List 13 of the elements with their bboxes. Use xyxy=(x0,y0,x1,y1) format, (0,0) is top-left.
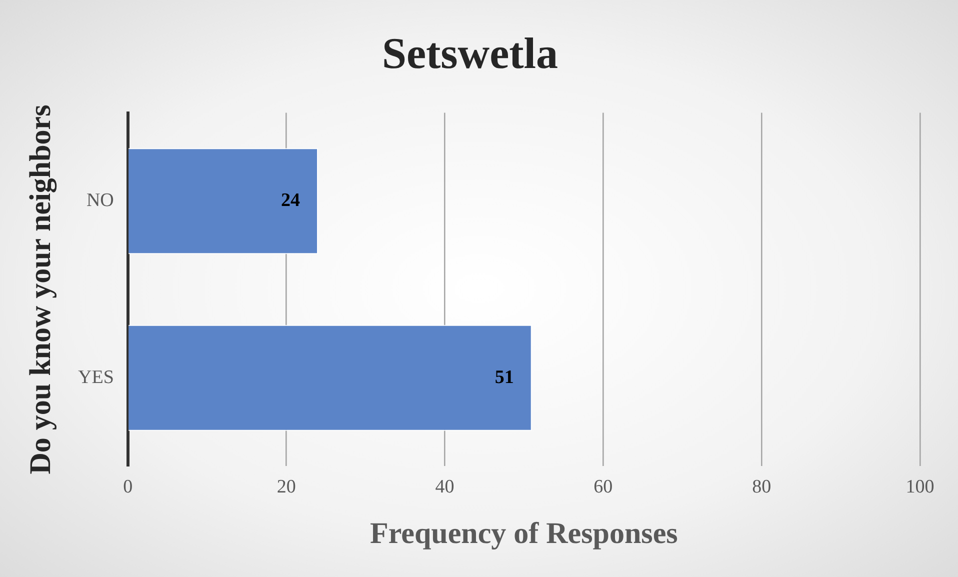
x-tick-label: 100 xyxy=(906,476,934,498)
data-label: 51 xyxy=(494,366,514,388)
y-tick-label: YES xyxy=(78,366,114,388)
data-label: 24 xyxy=(281,190,300,212)
y-axis-title: Do you know your neighbors xyxy=(24,104,57,474)
x-tick-label: 40 xyxy=(435,476,454,498)
x-axis-title: Frequency of Responses xyxy=(370,516,678,550)
chart-title: Setswetla xyxy=(382,28,558,78)
y-tick-label: NO xyxy=(86,190,114,212)
x-tick-label: 0 xyxy=(123,476,133,498)
x-tick-label: 60 xyxy=(594,476,613,498)
x-tick-label: 80 xyxy=(752,476,772,498)
x-tick-label: 20 xyxy=(276,476,296,498)
